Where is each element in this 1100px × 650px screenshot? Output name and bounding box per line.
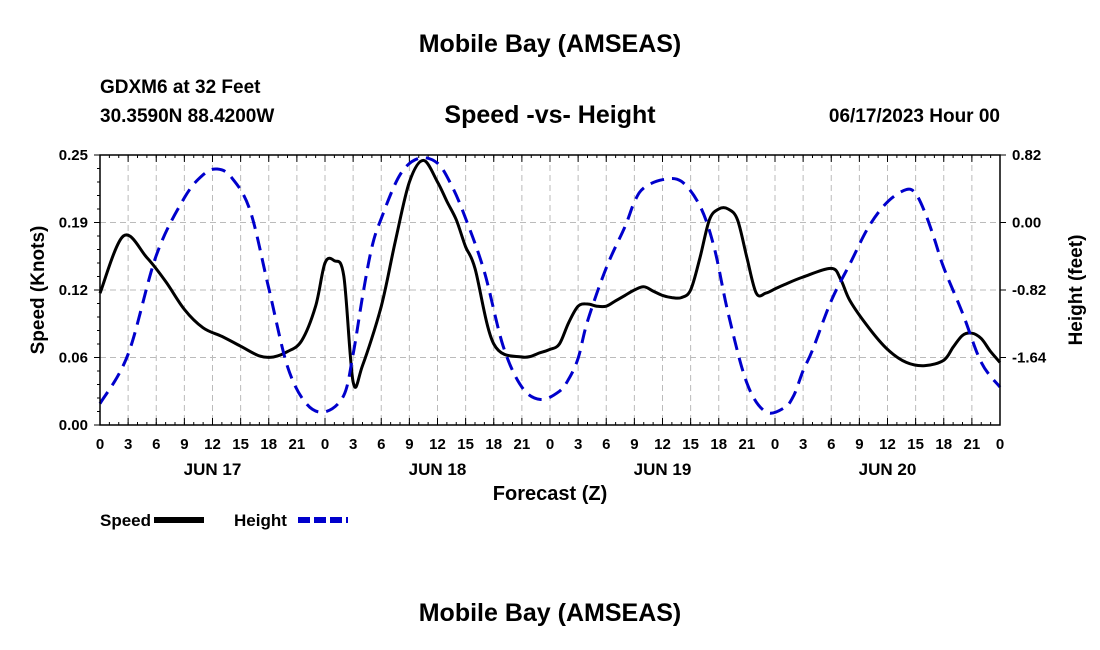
- x-tick-label: 15: [682, 436, 699, 453]
- y-left-tick-label: 0.12: [59, 282, 88, 299]
- y-left-tick-label: 0.06: [59, 350, 88, 367]
- x-tick-label: 21: [964, 436, 981, 453]
- x-tick-label: 15: [457, 436, 474, 453]
- series-line-height: [98, 156, 1002, 415]
- y-right-tick-label: -1.64: [1012, 350, 1047, 367]
- x-tick-label: 15: [907, 436, 924, 453]
- station-coordinates: 30.3590N 88.4200W: [100, 106, 275, 127]
- x-tick-label: 0: [546, 436, 554, 453]
- x-tick-label: 0: [96, 436, 104, 453]
- x-tick-label: 12: [429, 436, 446, 453]
- x-axis-title: Forecast (Z): [493, 483, 607, 505]
- x-tick-label: 12: [654, 436, 671, 453]
- series-line-speed: [98, 158, 1002, 389]
- x-tick-label: 12: [204, 436, 221, 453]
- x-tick-label: 18: [485, 436, 502, 453]
- x-tick-label: 6: [602, 436, 610, 453]
- x-tick-label: 21: [289, 436, 306, 453]
- y-left-tick-label: 0.19: [59, 215, 88, 232]
- y-right-tick-label: 0.82: [1012, 147, 1041, 164]
- x-tick-label: 6: [377, 436, 385, 453]
- x-tick-label: 15: [232, 436, 249, 453]
- y-right-tick-label: 0.00: [1012, 215, 1041, 232]
- day-label: JUN 18: [409, 460, 467, 479]
- x-tick-label: 6: [827, 436, 835, 453]
- x-tick-label: 9: [630, 436, 638, 453]
- y-right-axis-title: Height (feet): [1066, 235, 1087, 346]
- x-tick-label: 18: [260, 436, 277, 453]
- x-tick-label: 9: [405, 436, 413, 453]
- x-tick-label: 9: [855, 436, 863, 453]
- day-label: JUN 19: [634, 460, 692, 479]
- day-label: JUN 17: [184, 460, 242, 479]
- x-tick-label: 9: [180, 436, 188, 453]
- y-left-tick-label: 0.25: [59, 147, 88, 164]
- x-tick-label: 12: [879, 436, 896, 453]
- x-tick-label: 3: [349, 436, 357, 453]
- x-tick-label: 21: [739, 436, 756, 453]
- chart-title: Mobile Bay (AMSEAS): [418, 30, 682, 58]
- x-tick-label: 3: [124, 436, 132, 453]
- station-label: GDXM6 at 32 Feet: [100, 77, 261, 98]
- x-tick-label: 18: [935, 436, 952, 453]
- x-tick-label: 18: [710, 436, 727, 453]
- x-tick-label: 6: [152, 436, 160, 453]
- legend-label-height: Height: [234, 511, 287, 530]
- y-left-tick-label: 0.00: [59, 417, 88, 434]
- x-tick-label: 21: [514, 436, 531, 453]
- legend-label-speed: Speed: [100, 511, 151, 530]
- day-label: JUN 20: [859, 460, 917, 479]
- footer-title: Mobile Bay (AMSEAS): [418, 599, 682, 627]
- x-tick-label: 0: [771, 436, 779, 453]
- chart-subtitle: Speed -vs- Height: [444, 101, 656, 129]
- x-tick-label: 0: [321, 436, 329, 453]
- x-tick-label: 3: [574, 436, 582, 453]
- x-tick-label: 0: [996, 436, 1004, 453]
- plot-frame: [99, 154, 1001, 426]
- forecast-datetime: 06/17/2023 Hour 00: [828, 106, 1000, 127]
- y-left-axis-title: Speed (Knots): [28, 226, 49, 355]
- y-right-tick-label: -0.82: [1012, 282, 1046, 299]
- x-tick-label: 3: [799, 436, 807, 453]
